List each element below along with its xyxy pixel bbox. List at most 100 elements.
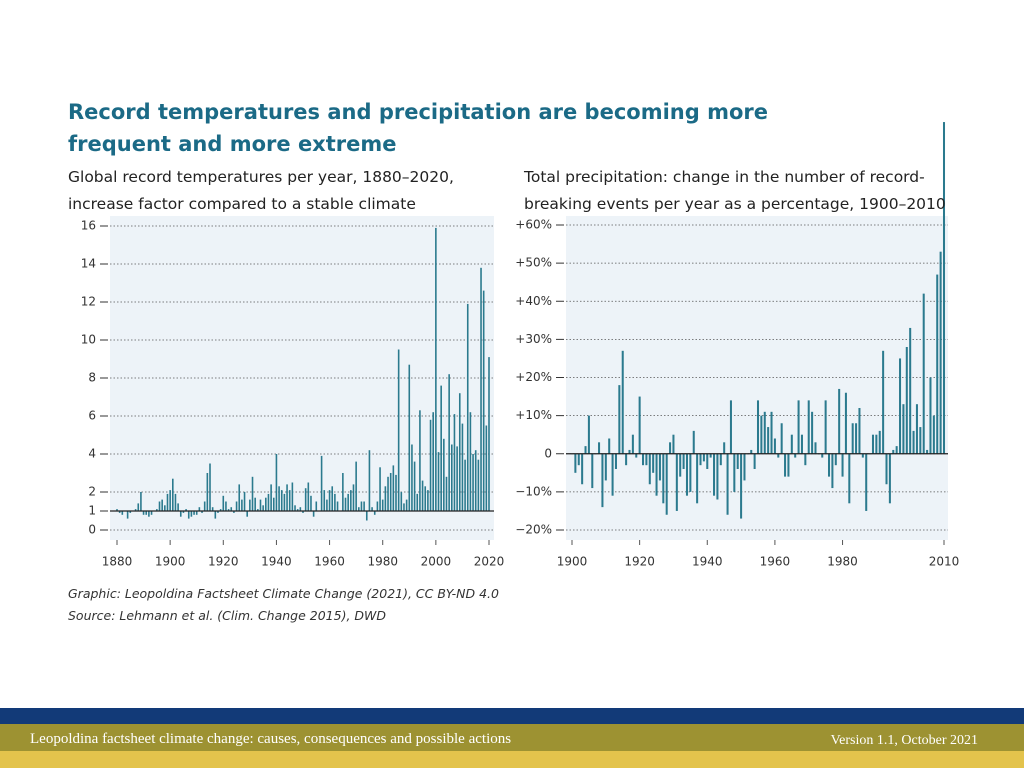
bar [344, 497, 347, 511]
bar [342, 473, 344, 511]
bar [838, 388, 841, 454]
bar [611, 453, 614, 496]
bar [235, 501, 238, 511]
bar [756, 400, 760, 454]
bar [750, 449, 753, 454]
bar [469, 412, 472, 511]
bar [577, 453, 580, 466]
bar [834, 453, 837, 466]
bar [416, 493, 419, 511]
bar [405, 499, 408, 511]
bar [360, 501, 363, 511]
bar [814, 442, 817, 454]
bar [811, 411, 814, 454]
bar [408, 364, 411, 511]
bar [169, 490, 171, 511]
bar [942, 122, 946, 454]
chart-title: Total precipitation: change in the numbe… [524, 168, 946, 213]
bar [182, 511, 185, 513]
bar [713, 453, 716, 496]
bar [638, 396, 641, 454]
bar [909, 327, 912, 454]
bar [411, 444, 413, 511]
bar [307, 482, 310, 511]
bar [800, 434, 803, 454]
footer-text: Leopoldina factsheet climate change: cau… [30, 731, 512, 747]
bar [480, 267, 482, 511]
bar [625, 453, 628, 466]
y-tick-label: +60% [515, 218, 552, 232]
bar [286, 484, 288, 511]
bar [397, 349, 400, 511]
bar [395, 474, 397, 511]
bar [466, 303, 469, 511]
bar [736, 453, 739, 469]
bar [642, 453, 645, 466]
bar [685, 453, 688, 496]
bar [740, 453, 743, 519]
bar [299, 507, 302, 511]
bar [574, 453, 577, 473]
bar [336, 501, 339, 511]
bar [347, 493, 349, 511]
footer-band [0, 724, 1024, 751]
bar [696, 453, 699, 504]
bar [198, 507, 201, 511]
bar [145, 511, 148, 515]
bar [871, 434, 874, 454]
bar [488, 357, 490, 511]
x-tick-label: 1940 [261, 555, 292, 569]
bar [831, 453, 834, 489]
bar [729, 400, 732, 454]
bar [851, 423, 854, 454]
bar [453, 414, 456, 511]
bar [257, 509, 259, 511]
y-tick-label: 12 [81, 295, 96, 309]
bar [861, 453, 864, 458]
bar [365, 511, 368, 521]
bar [334, 493, 336, 511]
bar [193, 511, 195, 515]
bar [855, 423, 858, 454]
bar [723, 442, 726, 454]
bar [807, 400, 810, 454]
bar [844, 392, 847, 454]
bar [875, 434, 878, 454]
bar [598, 442, 601, 454]
bar [429, 419, 432, 511]
bar [929, 377, 932, 454]
bar [211, 507, 214, 511]
credit: Graphic: Leopoldina Factsheet Climate Ch… [68, 586, 499, 601]
bar [824, 400, 827, 454]
bar [185, 509, 187, 511]
bar [926, 449, 929, 454]
bar [614, 453, 617, 469]
bar [373, 511, 376, 515]
bar [618, 385, 621, 454]
bar [456, 446, 458, 511]
bar [672, 434, 675, 454]
bar [821, 453, 824, 458]
bar [137, 503, 140, 511]
bar [702, 453, 705, 462]
y-tick-label: 14 [81, 257, 96, 271]
bar [331, 486, 334, 511]
footer-version: Version 1.1, October 2021 [830, 733, 978, 748]
bar [669, 442, 672, 454]
bar [225, 501, 227, 511]
bar [323, 490, 326, 511]
bar [158, 501, 161, 511]
bar [294, 505, 296, 511]
y-tick-label: 4 [88, 447, 96, 461]
bar [384, 486, 387, 511]
bar [432, 412, 434, 511]
bar [150, 511, 153, 515]
bar [233, 511, 235, 513]
y-tick-label: +10% [515, 408, 552, 422]
bar [919, 427, 922, 454]
bar [116, 509, 118, 511]
bar [126, 511, 129, 519]
bar [770, 411, 773, 454]
bar [358, 507, 360, 511]
